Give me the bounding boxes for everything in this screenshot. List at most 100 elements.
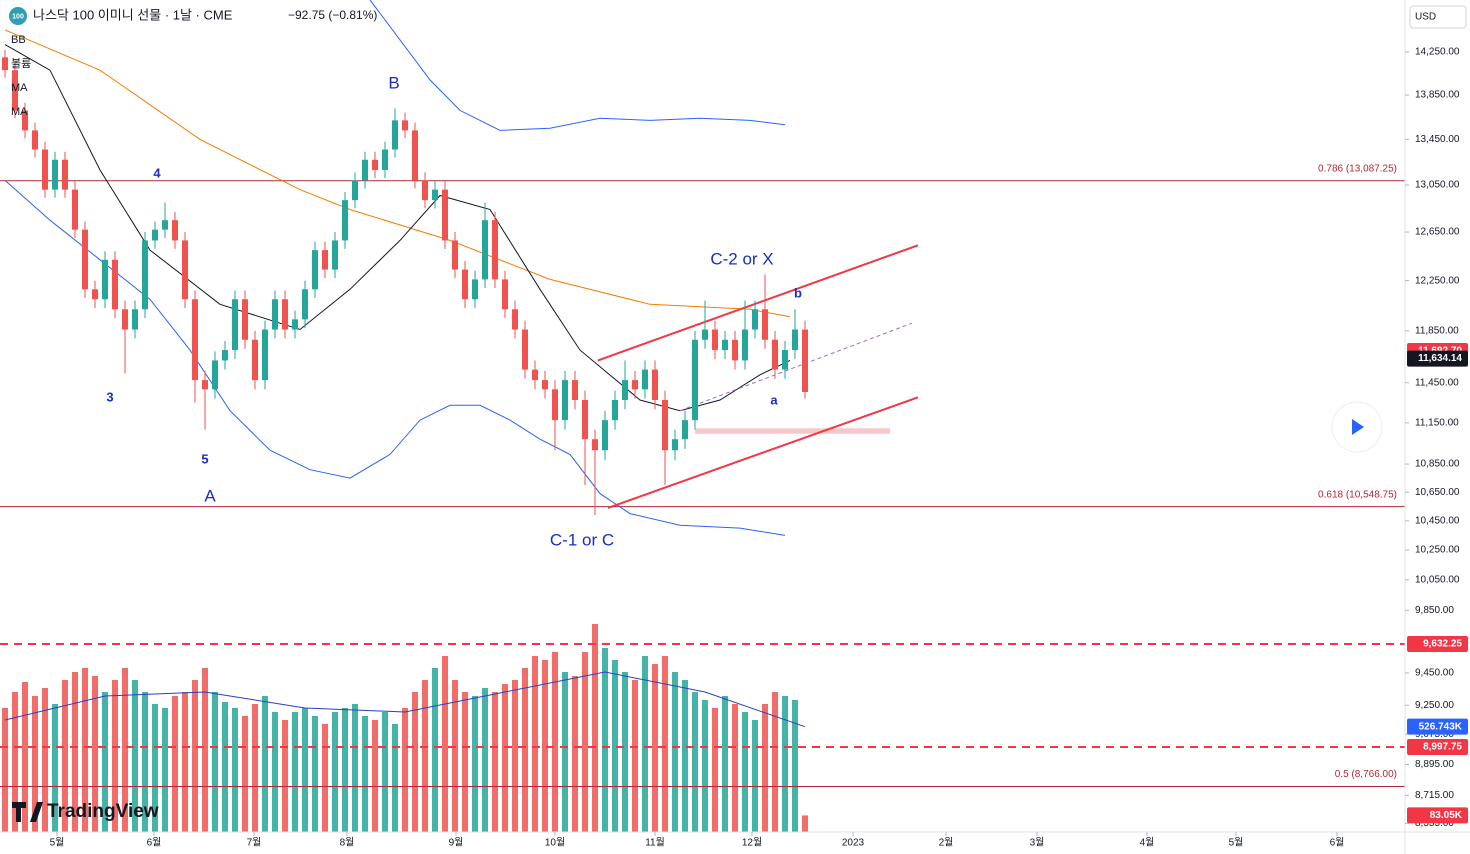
annotation: 3 <box>106 389 113 404</box>
volume-bar <box>382 712 388 832</box>
candle-body <box>562 380 568 421</box>
candle-body <box>472 279 478 300</box>
indicator-label: BB <box>11 34 26 46</box>
candle-body <box>132 309 138 330</box>
x-tick-label: 3월 <box>1030 837 1045 849</box>
volume-bar <box>762 704 768 832</box>
volume-bar <box>782 696 788 832</box>
candle-body <box>282 299 288 330</box>
volume-bar <box>422 680 428 832</box>
volume-bar <box>252 704 258 832</box>
y-tick-label: 13,450.00 <box>1415 134 1460 145</box>
candle-body <box>462 269 468 300</box>
x-tick-label: 8월 <box>340 837 355 849</box>
candle-body <box>552 389 558 421</box>
y-tick-label: 11,450.00 <box>1415 377 1459 388</box>
candle-body <box>792 329 798 351</box>
volume-bar <box>632 680 638 832</box>
volume-bar <box>162 708 168 832</box>
candle-body <box>162 220 168 230</box>
candle-body <box>12 70 18 111</box>
volume-bar <box>452 680 458 832</box>
candle-body <box>372 159 378 171</box>
volume-bar <box>612 660 618 832</box>
candle-body <box>92 289 98 300</box>
currency-box[interactable] <box>1409 5 1467 29</box>
annotation: a <box>770 392 778 407</box>
volume-ma <box>4 671 806 728</box>
volume-bar <box>692 692 698 832</box>
candle-body <box>72 189 78 230</box>
volume-bar <box>372 720 378 832</box>
volume-bar <box>32 696 38 832</box>
fib-level-label: 0.618 (10,548.75) <box>1318 489 1397 500</box>
candle-body <box>432 189 438 201</box>
volume-bar <box>482 688 488 832</box>
candle-body <box>312 250 318 290</box>
annotation: C-2 or X <box>710 249 773 268</box>
volume-bar <box>642 656 648 832</box>
volume-bar <box>442 656 448 832</box>
volume-bar <box>742 712 748 832</box>
play-button[interactable] <box>1331 401 1383 453</box>
candle-body <box>142 240 148 310</box>
volume-bar <box>62 680 68 832</box>
annotation: b <box>794 285 802 300</box>
volume-bar <box>172 696 178 832</box>
candle-body <box>572 380 578 400</box>
candle-body <box>682 420 688 440</box>
currency[interactable]: USD <box>1415 12 1436 23</box>
candle-body <box>292 319 298 330</box>
candle-body <box>762 309 768 340</box>
candle-body <box>302 289 308 320</box>
candle-body <box>172 220 178 241</box>
volume-bar <box>42 688 48 832</box>
volume-bar <box>152 704 158 832</box>
volume-bar <box>512 680 518 832</box>
x-tick-label: 2월 <box>939 837 954 849</box>
symbol-logo-text: 100 <box>12 13 24 20</box>
volume-bar <box>362 716 368 832</box>
y-tick-label: 12,250.00 <box>1415 275 1460 286</box>
candle-body <box>62 159 68 190</box>
volume-bar <box>72 672 78 832</box>
candle-body <box>152 229 158 241</box>
volume-bar <box>772 692 778 832</box>
play-icon[interactable] <box>1352 419 1364 435</box>
candle-body <box>672 439 678 451</box>
candle-body <box>542 380 548 390</box>
candle-body <box>592 439 598 451</box>
annotation: 5 <box>201 451 208 466</box>
volume-bar <box>22 682 28 832</box>
fib-level-label: 0.5 (8,766.00) <box>1335 769 1397 780</box>
x-tick-label: 9월 <box>449 837 464 849</box>
candle-body <box>252 339 258 381</box>
volume-bar <box>292 712 298 832</box>
candle-body <box>32 130 38 150</box>
candle-body <box>52 159 58 190</box>
candle-body <box>22 110 28 131</box>
volume-bar <box>332 712 338 832</box>
price-label: 11,634.14 <box>1418 353 1462 364</box>
volume-bar <box>752 720 758 832</box>
annotation: B <box>388 73 399 92</box>
volume-bar <box>542 660 548 832</box>
zone <box>695 428 890 434</box>
candle-body <box>452 240 458 270</box>
overlay-line <box>369 0 786 131</box>
candle-body <box>202 380 208 390</box>
candle-body <box>642 369 648 390</box>
volume-bar <box>112 680 118 832</box>
x-tick-label: 10월 <box>545 837 565 849</box>
candle-body <box>222 350 228 361</box>
candle-body <box>702 329 708 340</box>
volume-bar <box>312 716 318 832</box>
volume-bar <box>412 692 418 832</box>
volume-bar <box>272 712 278 832</box>
price-change: −92.75 (−0.81%) <box>288 8 377 22</box>
candle-body <box>232 299 238 351</box>
volume-bar <box>802 815 808 832</box>
brand-logo <box>12 802 43 822</box>
x-tick-label: 2023 <box>842 838 865 849</box>
y-tick-label: 14,250.00 <box>1415 47 1460 58</box>
